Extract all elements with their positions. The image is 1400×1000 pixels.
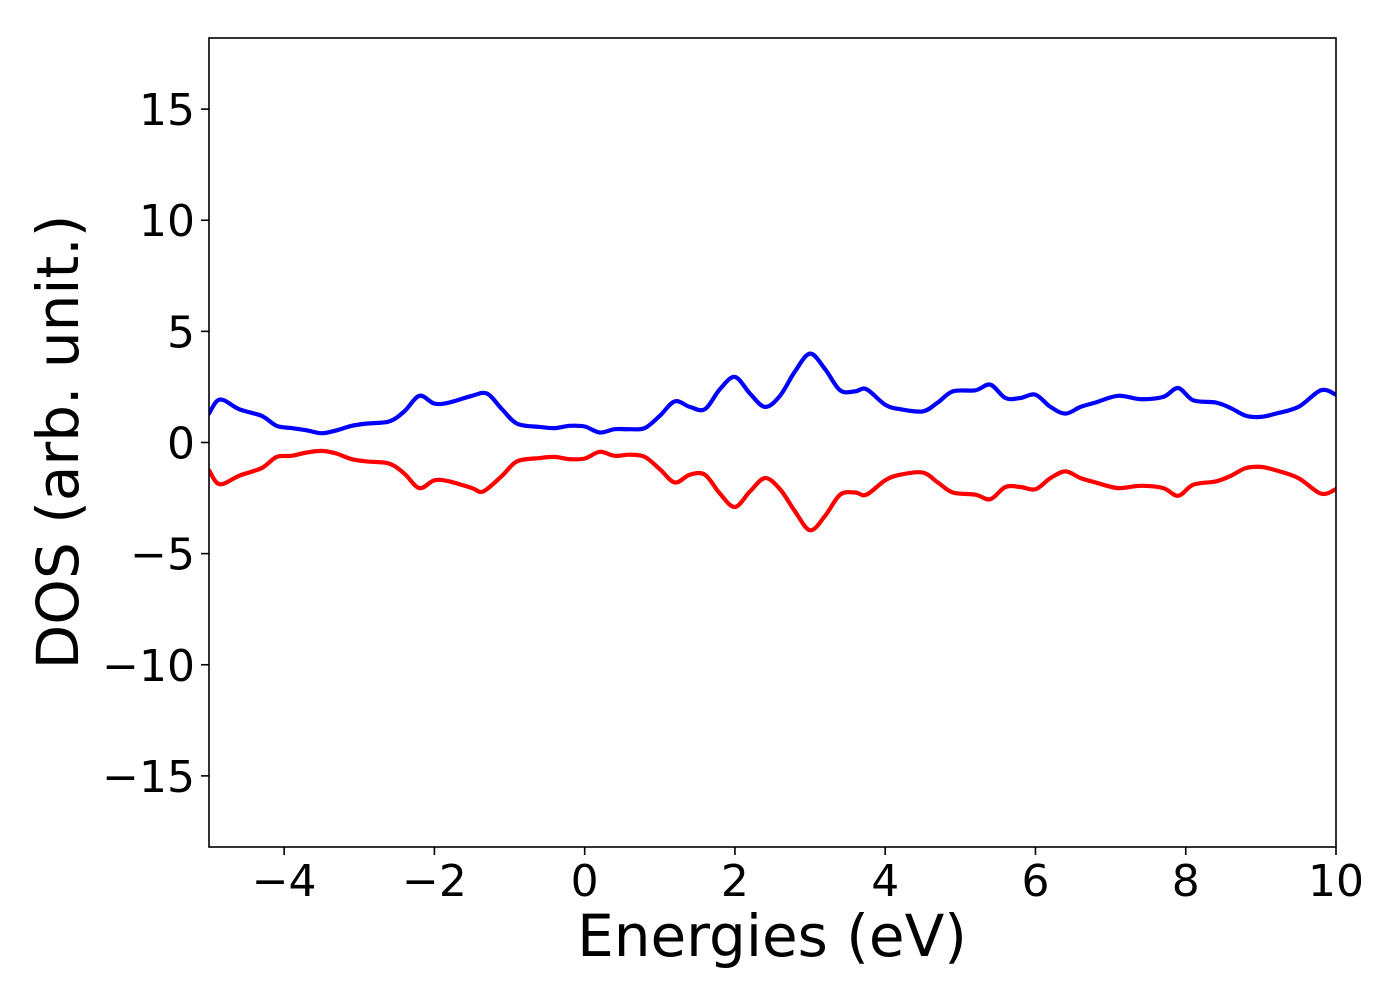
x-tick-label: 4 [871,856,899,907]
y-tick-label: −5 [130,530,195,581]
series-line-red [209,448,1336,533]
series-line-blue [209,351,1336,436]
x-tick-label: −2 [402,856,467,907]
y-tick-label: 10 [139,196,195,247]
plot-area [209,351,1336,533]
y-tick-label: −15 [102,752,195,803]
y-tick-label: 5 [167,307,195,358]
x-tick-label: 8 [1172,856,1200,907]
y-tick-label: 0 [167,419,195,470]
x-axis-label: Energies (eV) [577,902,967,970]
y-tick-label: 15 [139,85,195,136]
x-axis-ticks: −4 −2 0 2 4 6 8 10 [252,847,1364,907]
x-tick-label: 0 [571,856,599,907]
x-tick-label: 6 [1021,856,1049,907]
x-tick-label: −4 [252,856,317,907]
x-tick-label: 10 [1308,856,1364,907]
y-axis-label: DOS (arb. unit.) [24,215,92,670]
y-axis-ticks: 15 10 5 0 −5 −10 −15 [102,85,209,803]
y-tick-label: −10 [102,641,195,692]
series-layer [209,351,1336,533]
x-tick-label: 2 [721,856,749,907]
